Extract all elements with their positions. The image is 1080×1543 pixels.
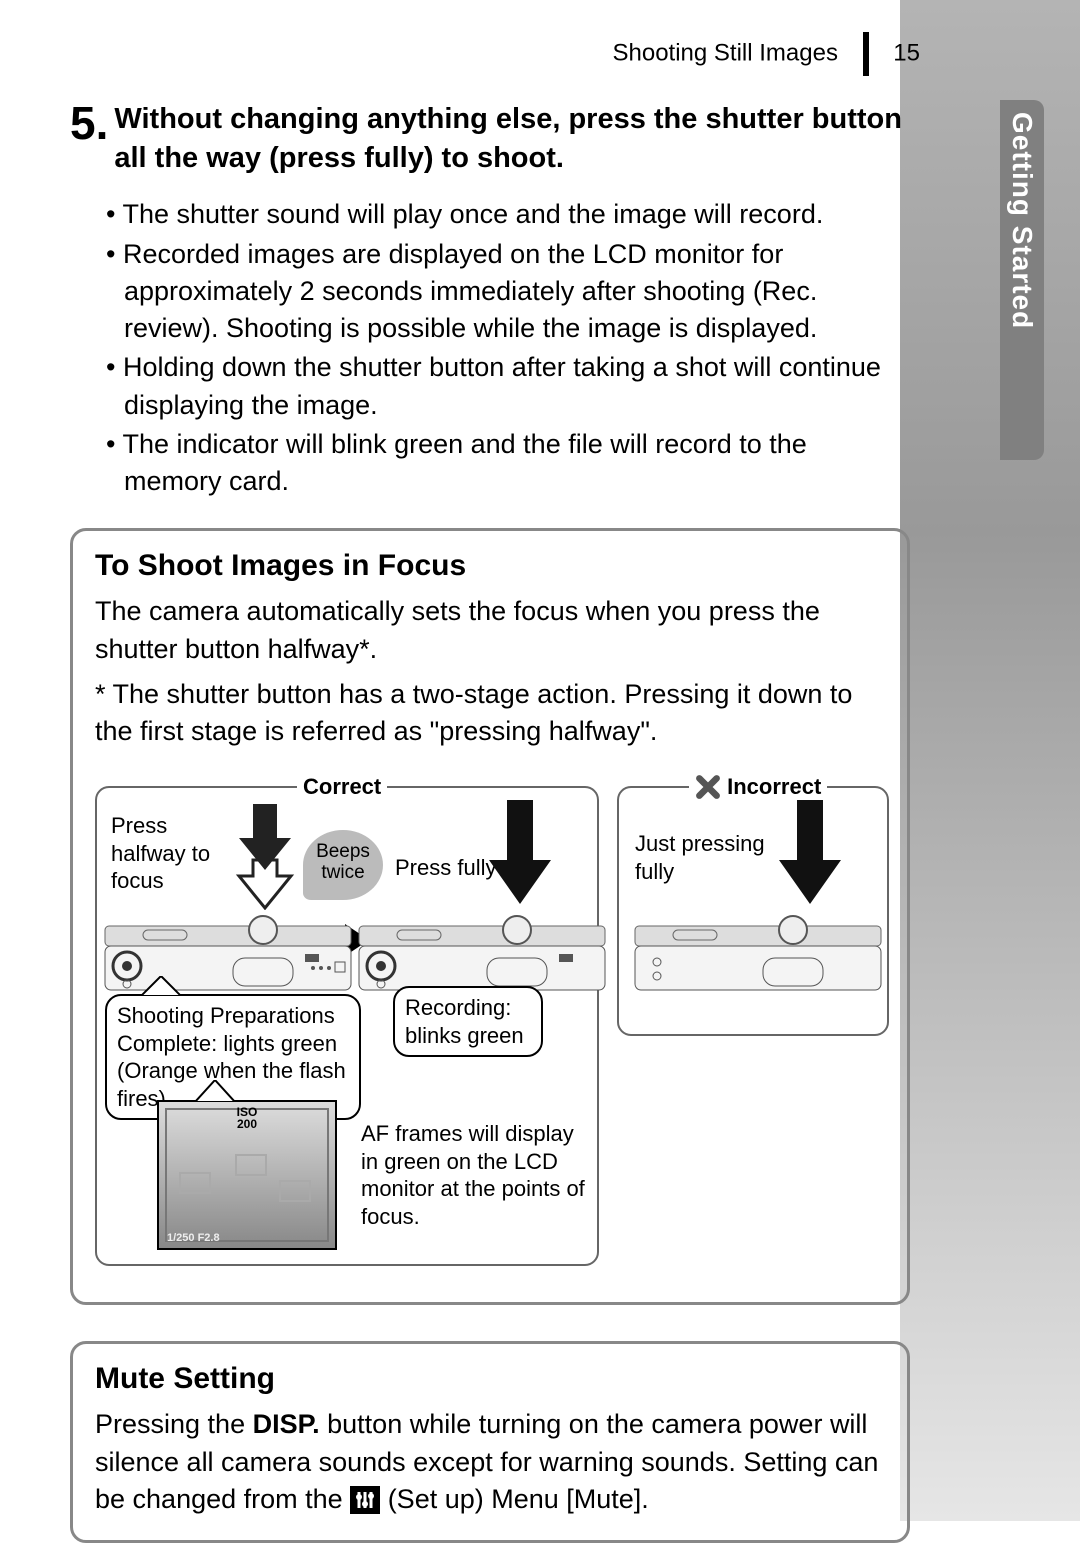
camera-right-icon: [633, 908, 883, 994]
header-section: Shooting Still Images: [612, 39, 837, 66]
press-halfway-label: Press halfway to focus: [111, 812, 231, 895]
section-tab-label: Getting Started: [1000, 100, 1038, 329]
focus-footnote: * The shutter button has a two-stage act…: [95, 676, 885, 751]
running-header: Shooting Still Images 15: [0, 32, 1000, 76]
x-icon: [695, 774, 721, 800]
mute-box: Mute Setting Pressing the DISP. button w…: [70, 1341, 910, 1543]
camera-mid-icon: [357, 908, 607, 994]
correct-legend: Correct: [297, 774, 387, 800]
arrow-full-icon: [485, 796, 555, 908]
lcd-thumbnail: ISO 200 1/250 F2.8: [157, 1100, 337, 1250]
step-number: 5.: [70, 100, 108, 146]
step-5: 5. Without changing anything else, press…: [70, 100, 910, 500]
iso-label: ISO 200: [237, 1106, 258, 1130]
bullet: Recorded images are displayed on the LCD…: [106, 236, 910, 348]
focus-box: To Shoot Images in Focus The camera auto…: [70, 528, 910, 1305]
page-number: 15: [893, 39, 920, 66]
focus-title: To Shoot Images in Focus: [95, 549, 885, 583]
bullet: Holding down the shutter button after ta…: [106, 349, 910, 424]
content: 5. Without changing anything else, press…: [70, 100, 910, 1543]
thumb-pointer-icon: [195, 1080, 235, 1102]
beeps-bubble: Beeps twice: [303, 830, 383, 900]
setup-menu-icon: [350, 1486, 380, 1514]
focus-intro: The camera automatically sets the focus …: [95, 593, 885, 668]
mute-title: Mute Setting: [95, 1362, 885, 1396]
exposure-label: 1/250 F2.8: [167, 1232, 220, 1244]
press-fully-label: Press fully: [395, 854, 496, 882]
step-title: Without changing anything else, press th…: [70, 100, 910, 178]
bullet: The indicator will blink green and the f…: [106, 426, 910, 501]
just-pressing-label: Just pressing fully: [635, 830, 765, 885]
af-frames-note: AF frames will display in green on the L…: [361, 1120, 591, 1230]
step-bullets: The shutter sound will play once and the…: [106, 196, 910, 500]
manual-page: Getting Started Shooting Still Images 15…: [0, 0, 1080, 1521]
callout-pointer-icon: [141, 976, 181, 996]
mute-text: Pressing the DISP. button while turning …: [95, 1406, 885, 1518]
focus-diagram: Correct Incorrect Press halfway to focus…: [95, 770, 895, 1280]
arrow-halfway-icon: [235, 800, 295, 910]
recording-callout: Recording: blinks green: [393, 986, 543, 1057]
arrow-incorrect-icon: [775, 796, 845, 908]
header-divider: [863, 32, 869, 76]
side-gradient: [900, 0, 1080, 1521]
bullet: The shutter sound will play once and the…: [106, 196, 910, 233]
section-tab: Getting Started: [1000, 100, 1044, 460]
